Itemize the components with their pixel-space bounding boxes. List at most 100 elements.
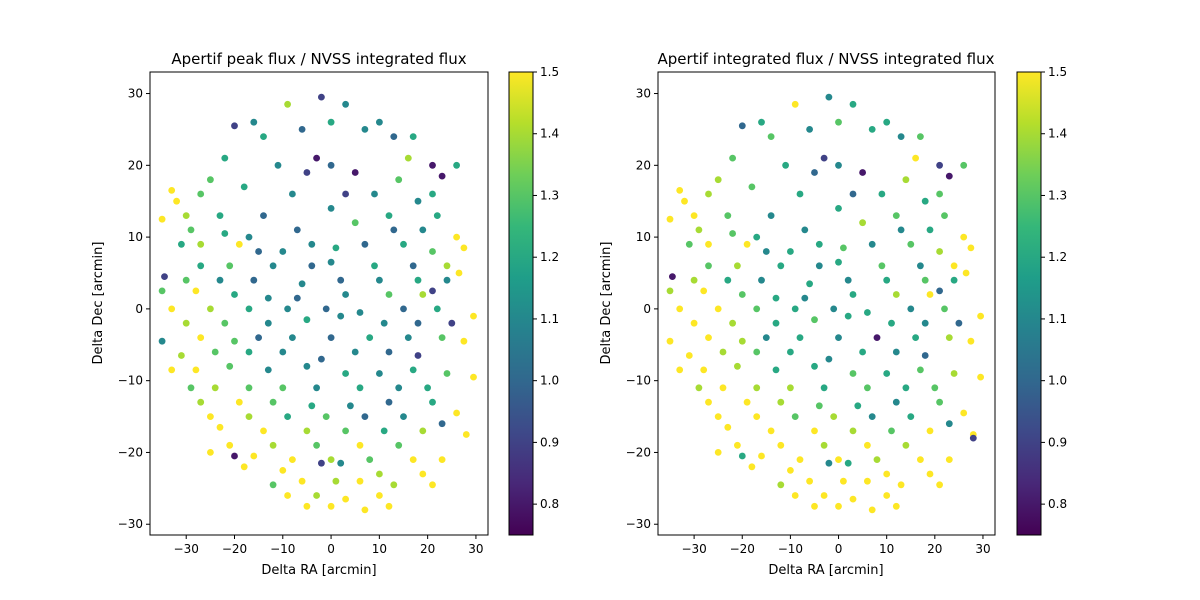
data-point [917,366,924,374]
data-point [734,362,741,370]
data-point [207,449,214,456]
data-point [791,413,799,420]
data-point [438,172,446,180]
y-ticks-peak: −30 −20 −10 0 10 20 30 [118,87,150,531]
data-point [835,258,842,266]
data-point [960,233,968,241]
data-point [226,262,234,270]
data-point [777,441,785,449]
data-point [356,441,364,449]
data-point [313,492,320,499]
data-point [734,441,741,449]
data-point [859,219,866,227]
data-point [772,366,780,374]
y-tick-label: −30 [118,517,143,531]
data-point [936,161,943,169]
data-point [897,481,905,489]
data-point [719,384,727,392]
data-point [303,427,311,435]
data-point [849,190,857,198]
data-point [470,373,477,381]
data-point [859,348,866,356]
data-point [178,240,185,248]
data-point [796,190,804,198]
data-point [429,190,436,198]
data-point [322,305,330,313]
data-point [676,305,684,313]
data-point [260,133,267,141]
data-point [864,309,871,316]
data-point [844,312,852,320]
data-point [945,334,953,341]
data-point [429,481,436,489]
data-point [921,276,929,284]
panel-integrated-flux: Apertif integrated flux / NVSS integrate… [599,50,1067,578]
data-point [714,413,722,420]
data-point [438,420,446,428]
data-point [371,262,378,270]
data-point [700,287,708,295]
data-point [811,316,818,324]
data-point [366,334,374,341]
data-point [690,212,698,220]
y-tick-label: −20 [118,445,143,459]
data-point [158,337,166,345]
data-point [308,402,316,410]
data-point [303,169,311,176]
data-point [729,319,736,327]
data-point [806,280,813,288]
data-point [289,456,296,463]
data-point [967,244,975,252]
data-point [945,420,953,428]
data-point [168,187,176,194]
data-point [892,291,900,298]
data-point [729,154,736,162]
data-point [158,287,166,295]
data-point [226,362,234,370]
data-point [883,492,891,499]
data-point [216,423,224,431]
data-point [835,334,842,341]
x-tick-label: 30 [975,542,990,556]
data-point [376,118,383,126]
x-ticks-peak: −30 −20 −10 0 10 20 30 [174,535,484,556]
data-point [470,312,477,320]
data-point [950,276,958,284]
data-point [787,248,794,255]
data-point [917,262,924,270]
data-point [385,212,393,220]
data-point [748,183,756,191]
data-point [390,226,398,234]
y-axis-label-peak: Delta Dec [arcmin] [91,242,106,365]
data-point [178,352,185,359]
panel-peak-flux: Apertif peak flux / NVSS integrated flux… [91,50,559,578]
data-point [695,384,703,392]
data-point [313,154,320,162]
data-point [337,276,345,284]
x-tick-label: 20 [927,542,942,556]
data-point [705,262,712,270]
data-point [400,413,407,420]
data-point [409,456,417,463]
data-point [849,291,857,298]
y-tick-label: 10 [636,230,651,244]
data-point [380,319,388,327]
data-point [327,205,335,212]
data-point [825,93,833,101]
data-point [666,287,674,295]
data-point [724,276,732,284]
data-point [868,506,876,514]
data-point [840,477,847,485]
data-point [844,276,852,284]
data-point [158,215,166,223]
data-point [912,154,919,162]
colorbar-tick-label: 0.9 [1048,435,1067,449]
x-tick-label: −30 [174,542,199,556]
data-point [269,441,277,449]
data-point [676,187,684,194]
colorbar-tick-label: 0.8 [540,497,559,511]
data-point [182,276,190,284]
colorbar-tick-label: 1.0 [540,374,559,388]
colorbar-ticks-integrated: 0.8 0.9 1.0 1.1 1.2 1.3 1.4 1.5 [1041,65,1067,511]
data-point [815,262,823,270]
